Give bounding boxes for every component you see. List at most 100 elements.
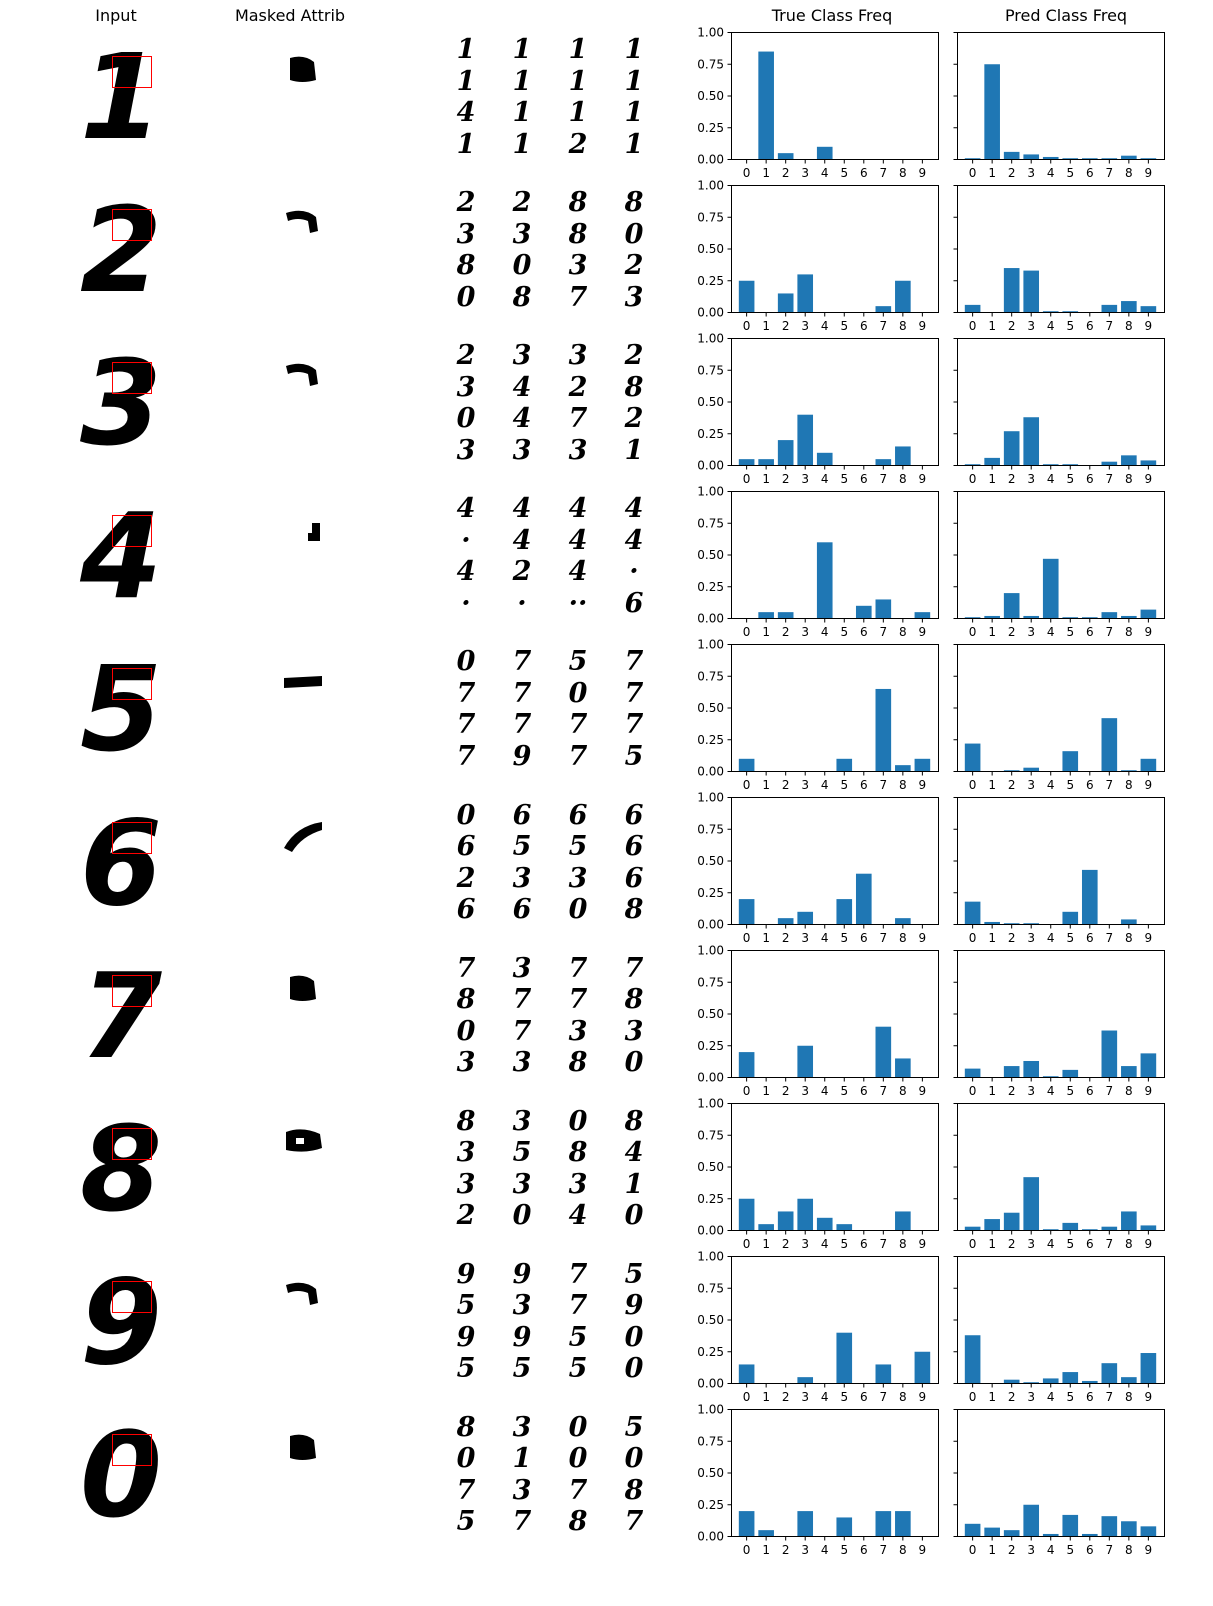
neighbor-digit: 4 — [512, 371, 532, 403]
pred-xtick-label: 2 — [1008, 1543, 1016, 1557]
pred-bar-1 — [984, 63, 1000, 159]
pred-xtick-label: 3 — [1027, 778, 1035, 792]
true-xtick-label: 2 — [782, 1084, 790, 1098]
pred-xtick-label: 2 — [1008, 1084, 1016, 1098]
true-xtick-label: 8 — [899, 166, 907, 180]
true-xtick-label: 1 — [762, 1543, 770, 1557]
attribution-box — [112, 362, 152, 395]
true-ytick-label: 0.75 — [697, 1128, 724, 1142]
masked-attrib-shape — [286, 1129, 322, 1152]
input-digit-glyph: 8 — [79, 1099, 163, 1238]
true-xtick-label: 5 — [840, 1237, 848, 1251]
true-bar-6 — [855, 873, 872, 925]
true-axes-frame — [731, 950, 939, 1079]
pred-bar-6 — [1081, 617, 1098, 619]
pred-bar-1 — [984, 1528, 1000, 1537]
pred-xtick-label: 1 — [988, 1543, 996, 1557]
neighbor-digit: 7 — [512, 709, 532, 741]
pred-xtick-label: 8 — [1125, 1084, 1133, 1098]
pred-axes-frame — [957, 950, 1165, 1079]
pred-bar-9 — [1140, 1353, 1157, 1384]
neighbor-digit: 5 — [568, 1321, 588, 1353]
true-ytick-label: 0.00 — [697, 1530, 724, 1544]
neighbor-digit: 5 — [624, 1411, 644, 1443]
neighbor-digit: · — [461, 524, 471, 556]
pred-axes-frame — [957, 1256, 1165, 1385]
pred-bar-8 — [1121, 919, 1137, 925]
true-bar-0 — [738, 280, 755, 313]
attribution-box — [112, 209, 152, 242]
pred-xtick-label: 7 — [1106, 1390, 1114, 1404]
true-ytick-label: 1.00 — [697, 944, 724, 958]
pred-xtick-label: 8 — [1125, 1543, 1133, 1557]
neighbor-digit: 2 — [512, 187, 532, 219]
true-xtick-label: 9 — [919, 625, 927, 639]
neighbor-digit: 2 — [456, 1200, 476, 1232]
pred-xtick-label: 3 — [1027, 625, 1035, 639]
pred-bar-4 — [1042, 1534, 1059, 1537]
pred-xtick-label: 3 — [1027, 931, 1035, 945]
neighbor-digit: 1 — [512, 65, 532, 97]
true-ytick-label: 0.25 — [697, 426, 724, 440]
pred-bar-7 — [1101, 611, 1118, 619]
pred-xtick-label: 0 — [969, 1237, 977, 1251]
true-ytick-label: 0.00 — [697, 1377, 724, 1391]
true-xtick-label: 7 — [880, 1084, 888, 1098]
input-digit-glyph: 4 — [79, 487, 163, 626]
pred-bar-8 — [1121, 155, 1137, 159]
true-xtick-label: 8 — [899, 1543, 907, 1557]
pred-xtick-label: 1 — [988, 1390, 996, 1404]
neighbor-digit: 3 — [512, 862, 532, 894]
neighbor-digit: 0 — [568, 1411, 588, 1443]
neighbor-digit: 7 — [568, 1474, 588, 1506]
true-bar-9 — [914, 611, 931, 619]
input-digit-image: 4 — [56, 491, 186, 627]
neighbor-digit: 8 — [568, 1047, 588, 1079]
pred-bar-2 — [1003, 1066, 1020, 1078]
true-xtick-label: 4 — [821, 1390, 829, 1404]
pred-bar-0 — [964, 1068, 981, 1078]
true-xtick-label: 8 — [899, 778, 907, 792]
input-digit-image: 5 — [56, 644, 186, 780]
true-xtick-label: 9 — [919, 778, 927, 792]
neighbor-digit: 6 — [624, 831, 644, 862]
true-xtick-label: 5 — [840, 319, 848, 333]
true-xtick-label: 1 — [762, 625, 770, 639]
attribution-box — [112, 821, 152, 854]
pred-xtick-label: 6 — [1086, 931, 1094, 945]
pred-bar-6 — [1081, 1381, 1098, 1384]
pred-bar-0 — [964, 1226, 981, 1231]
pred-bar-6 — [1081, 1229, 1098, 1231]
true-class-freq-chart: 0 1 2 3 4 5 6 7 8 9 0.00 0.25 0.50 0.75 1.00 — [697, 178, 939, 333]
neighbor-digit: 1 — [624, 65, 644, 97]
pred-xtick-label: 0 — [969, 778, 977, 792]
true-axes-frame — [731, 1256, 939, 1385]
true-bar-1 — [758, 458, 774, 466]
neighbor-digit: 4 — [512, 524, 532, 556]
pred-bar-9 — [1140, 1225, 1157, 1231]
true-xtick-label: 5 — [840, 472, 848, 486]
neighbor-digit: 2 — [456, 340, 476, 372]
neighbor-digit: 4 — [512, 493, 532, 525]
true-xtick-label: 9 — [919, 166, 927, 180]
true-bar-2 — [777, 293, 794, 313]
true-class-freq-chart: 0 1 2 3 4 5 6 7 8 9 0.00 0.25 0.50 0.75 1.00 — [697, 637, 939, 792]
neighbor-digit: 3 — [568, 340, 588, 372]
pred-axes-frame — [957, 797, 1165, 925]
true-xtick-label: 9 — [919, 1543, 927, 1557]
neighbor-digit: 3 — [512, 1168, 532, 1200]
true-ytick-label: 0.25 — [697, 886, 724, 900]
pred-xtick-label: 2 — [1008, 778, 1016, 792]
pred-bar-7 — [1101, 718, 1118, 772]
pred-bar-1 — [984, 1219, 1000, 1231]
neighbor-digit: 0 — [456, 1443, 476, 1475]
true-bar-2 — [777, 152, 794, 159]
true-bar-4 — [816, 146, 833, 159]
attribution-box — [112, 56, 152, 88]
true-ytick-label: 0.50 — [697, 1007, 724, 1021]
neighbor-digit: 5 — [512, 1137, 532, 1169]
true-xtick-label: 1 — [762, 1084, 770, 1098]
pred-xtick-label: 9 — [1145, 1543, 1153, 1557]
pred-xtick-label: 3 — [1027, 166, 1035, 180]
